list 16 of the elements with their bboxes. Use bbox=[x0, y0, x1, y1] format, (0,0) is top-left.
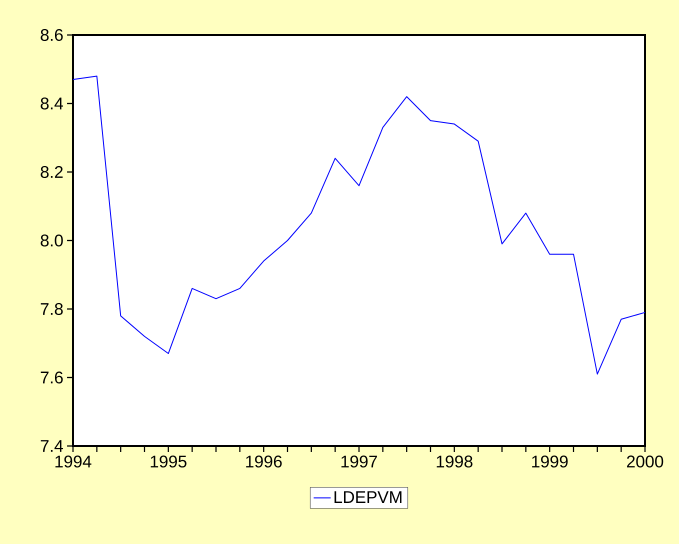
x-tick-label: 1998 bbox=[436, 456, 472, 468]
x-tick-label: 2000 bbox=[627, 456, 664, 468]
line-series bbox=[72, 76, 646, 375]
x-tick-label: 1999 bbox=[532, 456, 568, 468]
y-tick-label: 8.6 bbox=[40, 29, 63, 41]
y-tick-label: 7.8 bbox=[40, 303, 63, 315]
y-tick-label: 8.4 bbox=[40, 98, 64, 110]
y-tick-label: 7.6 bbox=[40, 372, 63, 384]
legend-label: LDEPVM bbox=[334, 491, 402, 503]
y-tick-label: 8.2 bbox=[40, 166, 63, 178]
y-tick-label: 8.0 bbox=[40, 234, 63, 246]
x-tick-label: 1996 bbox=[246, 456, 282, 468]
x-tick-label: 1997 bbox=[341, 456, 377, 468]
x-tick-label: 1994 bbox=[55, 456, 92, 468]
y-tick-label: 7.4 bbox=[40, 440, 64, 452]
x-tick-label: 1995 bbox=[150, 456, 186, 468]
